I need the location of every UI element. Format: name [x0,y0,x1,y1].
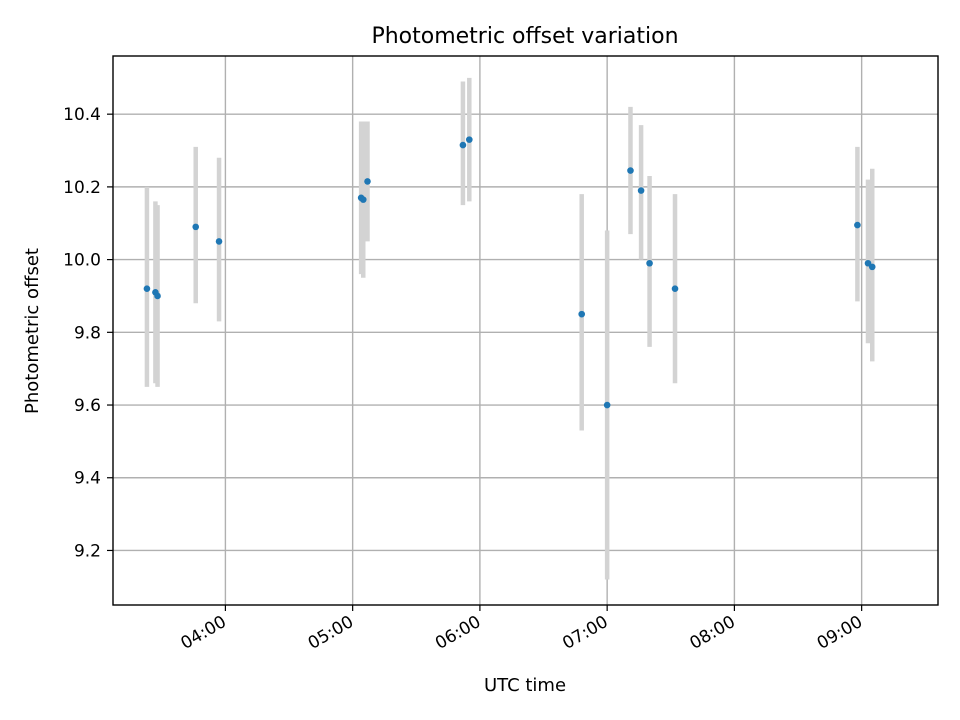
y-tick-label: 9.6 [74,396,101,416]
y-axis-label: Photometric offset [22,248,43,414]
y-tick-label: 10.0 [63,251,101,271]
x-tick-label: 05:00 [305,612,357,654]
data-point [154,292,161,300]
y-tick-label: 10.4 [63,105,101,125]
data-point [671,285,679,292]
x-axis-label: UTC time [484,675,566,696]
data-point [192,223,200,231]
data-point [868,263,876,271]
data-point [359,196,367,203]
y-tick-label: 9.8 [74,323,101,343]
data-point [578,310,586,318]
y-tick-label: 9.2 [74,541,101,561]
data-point [627,167,634,174]
y-tick-label: 10.2 [63,178,101,198]
data-point [459,141,467,149]
data-point [215,238,223,245]
data-point [603,401,611,409]
x-tick-label: 04:00 [177,612,229,654]
data-point [637,187,645,194]
data-point [646,259,653,267]
y-tick-label: 9.4 [74,469,101,489]
x-tick-label: 07:00 [559,612,611,654]
chart-title: Photometric offset variation [371,24,678,49]
data-point [143,285,151,292]
x-tick-label: 08:00 [686,612,738,654]
data-point [465,136,473,143]
x-tick-label: 06:00 [432,612,484,654]
data-point [364,178,371,185]
plot-frame [112,55,939,606]
data-point [854,221,861,229]
x-tick-label: 09:00 [814,612,866,654]
